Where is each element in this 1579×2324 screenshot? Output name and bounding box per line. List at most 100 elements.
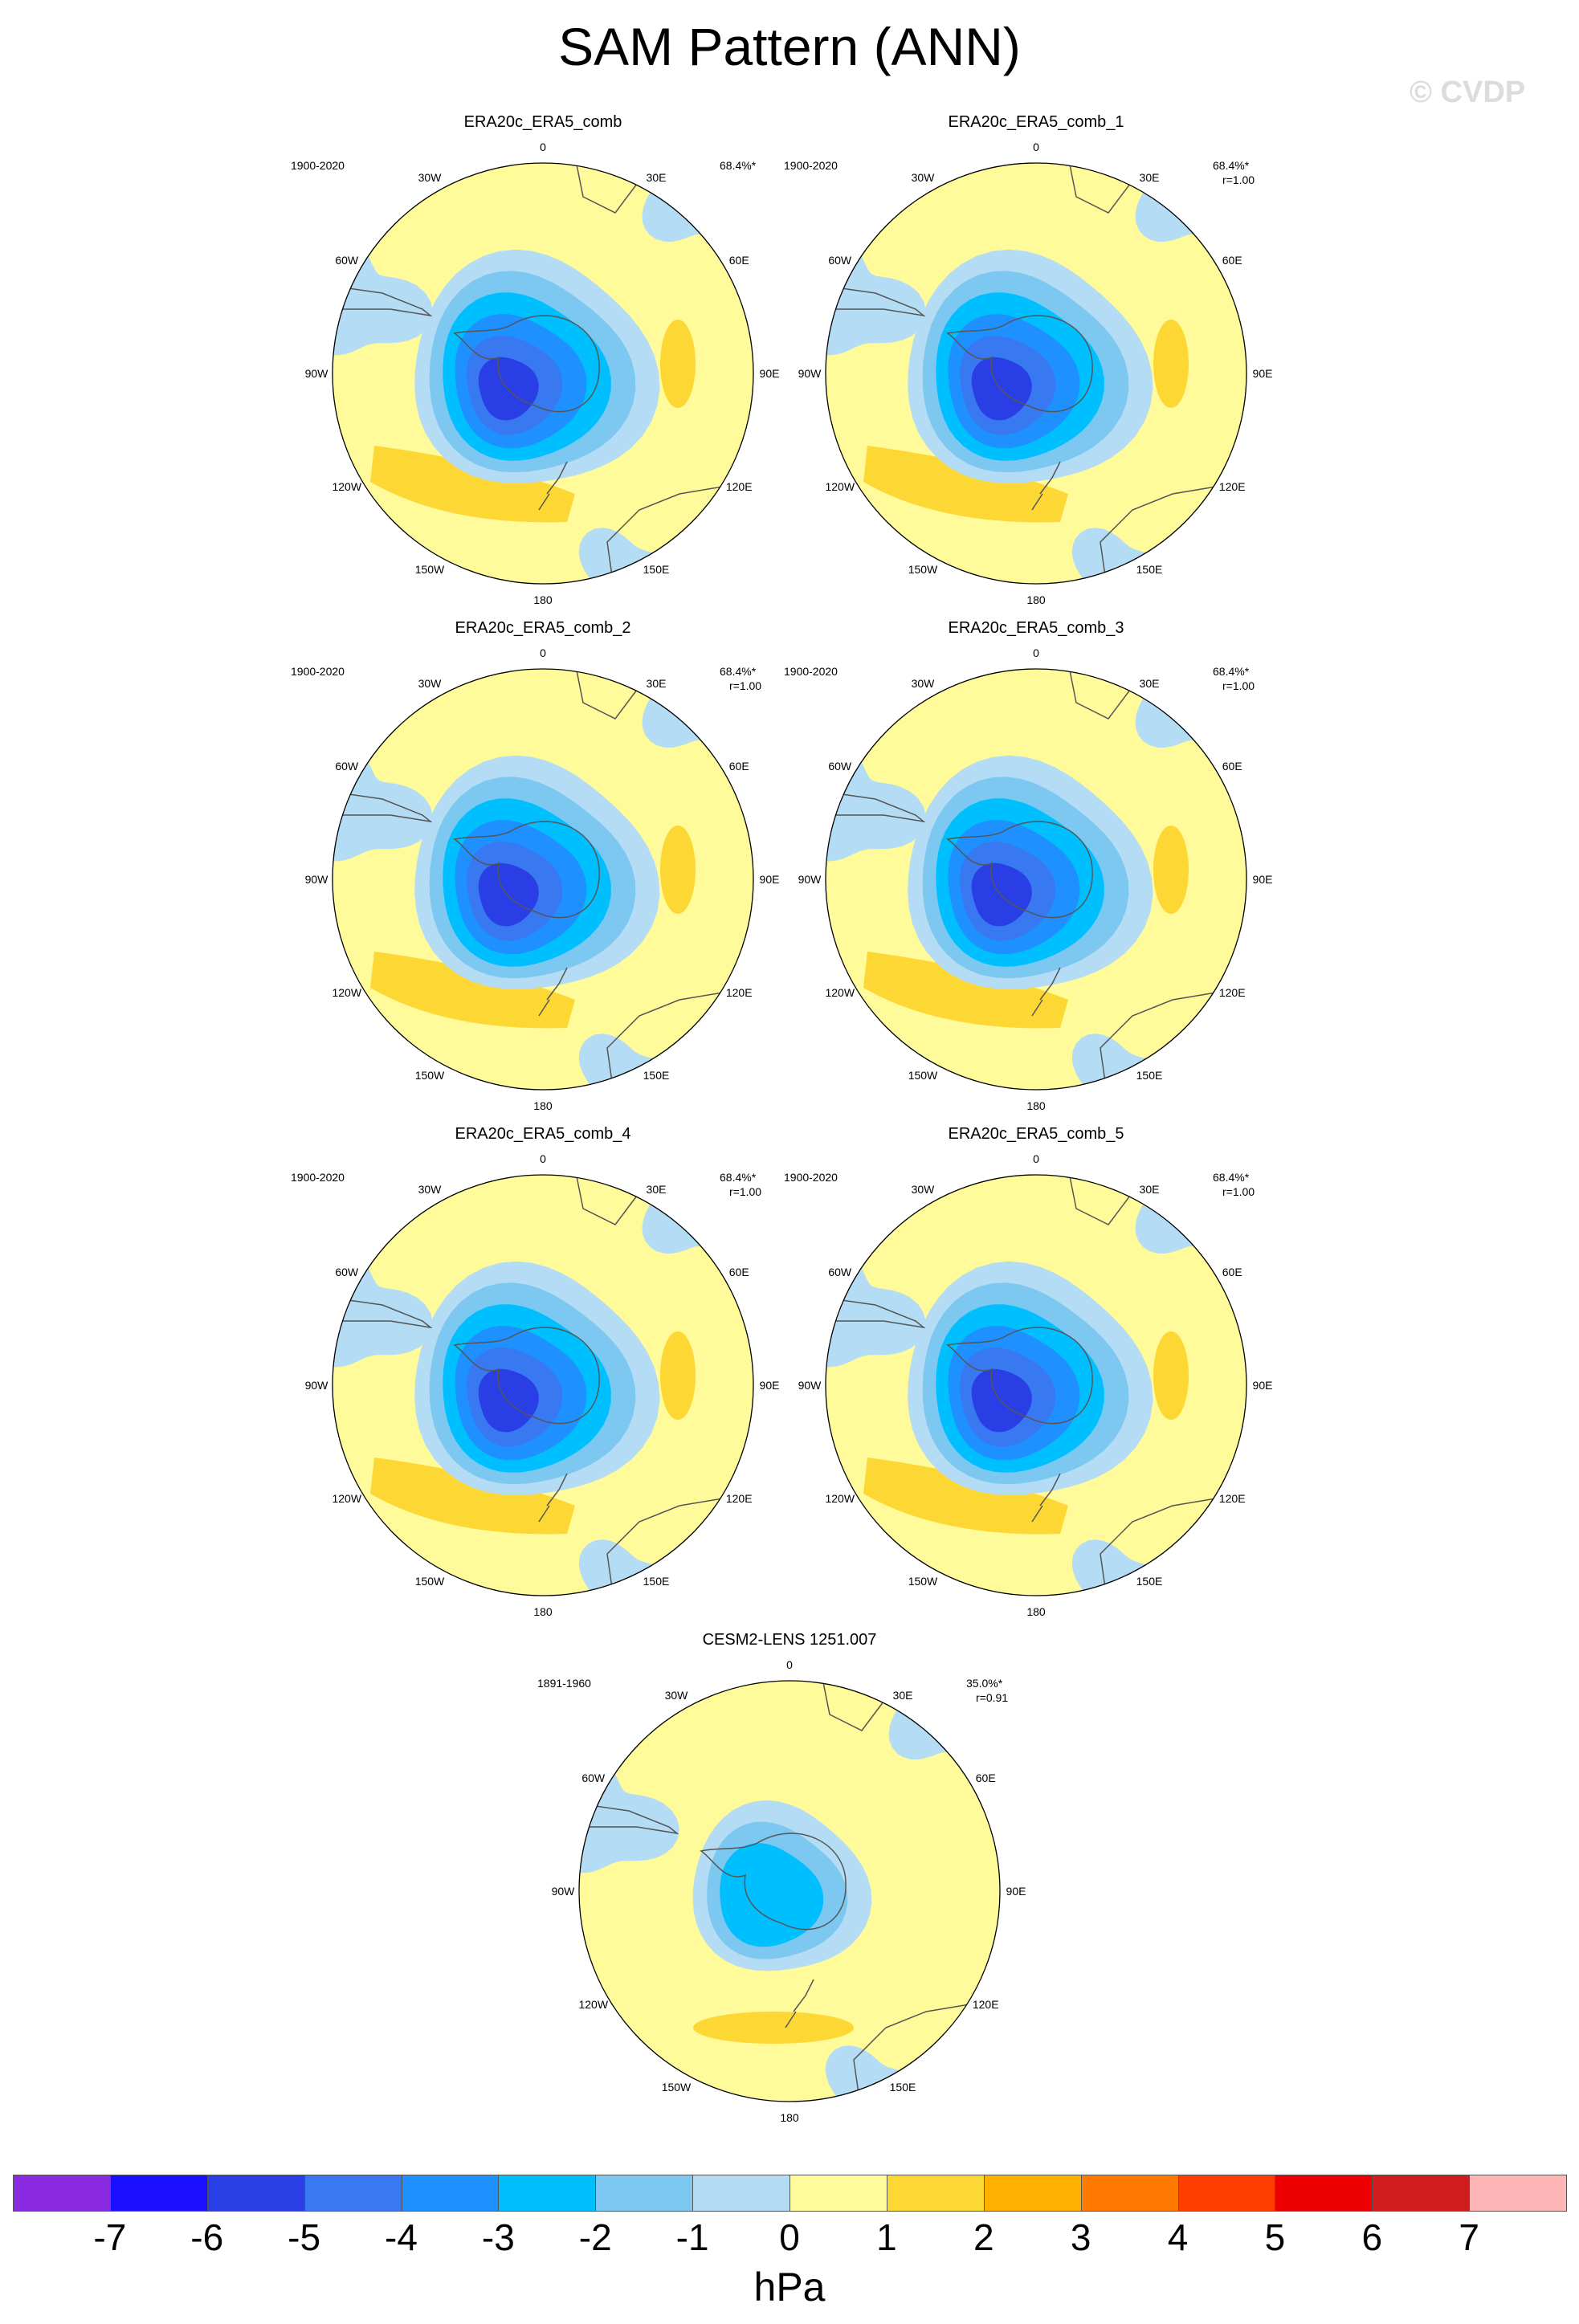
panel-title: ERA20c_ERA5_comb <box>463 113 622 131</box>
map-field <box>333 163 753 584</box>
polar-map <box>825 668 1247 1091</box>
colorbar-tick-label: 1 <box>876 2216 897 2258</box>
longitude-label: 30E <box>646 676 667 690</box>
colorbar-tick-label: -7 <box>93 2216 127 2258</box>
colorbar-tick-label: 0 <box>779 2216 800 2258</box>
longitude-label: 90E <box>1252 873 1273 886</box>
longitude-label: 30W <box>911 170 935 184</box>
colorbar-cell <box>595 2175 694 2212</box>
positive-anomaly <box>660 826 696 914</box>
positive-anomaly <box>863 446 1068 523</box>
longitude-label: 180 <box>1026 593 1046 606</box>
new-zealand-coastline <box>1031 461 1061 511</box>
map-panel: ERA20c_ERA5_comb_1 1900-2020 68.4%* r=1.00 0… <box>731 112 1341 606</box>
longitude-label: 0 <box>540 1152 546 1165</box>
longitude-label: 90W <box>304 873 328 886</box>
longitude-label: 180 <box>533 593 553 606</box>
longitude-label: 120W <box>332 480 362 493</box>
longitude-label: 120E <box>725 480 753 493</box>
south-america-coastline <box>826 284 926 317</box>
australia-coastline <box>853 2003 975 2102</box>
new-zealand-coastline <box>785 1979 814 2028</box>
longitude-label: 30W <box>418 170 442 184</box>
longitude-label: 0 <box>1033 141 1039 153</box>
longitude-label: 120E <box>1218 480 1246 493</box>
africa-coastline <box>1067 1175 1133 1225</box>
longitude-label: 150E <box>1136 1575 1163 1588</box>
positive-anomaly <box>863 1458 1068 1535</box>
panel-variance-explained: 68.4%* <box>1213 1171 1250 1184</box>
longitude-label: 180 <box>1026 1605 1046 1618</box>
longitude-label: 180 <box>780 2111 799 2124</box>
positive-anomaly <box>863 952 1068 1029</box>
longitude-label: 150E <box>1136 563 1163 577</box>
antarctica-coastline <box>946 1327 1093 1425</box>
longitude-label: 150W <box>414 1069 445 1082</box>
longitude-label: 60E <box>728 254 749 267</box>
africa-coastline <box>1067 669 1133 720</box>
colorbar-cell <box>790 2175 887 2212</box>
longitude-label: 60E <box>1222 760 1242 773</box>
positive-anomaly <box>370 952 575 1029</box>
longitude-label: 180 <box>533 1099 553 1112</box>
polar-map <box>825 162 1247 585</box>
south-america-coastline <box>333 284 433 317</box>
longitude-label: 120E <box>725 986 753 999</box>
colorbar-cell <box>983 2175 1082 2212</box>
polar-map <box>332 668 754 1091</box>
polar-map <box>332 1174 754 1596</box>
new-zealand-coastline <box>538 461 568 511</box>
longitude-label: 60W <box>828 1266 852 1278</box>
negative-anomaly-contour <box>971 1368 1032 1433</box>
map-border <box>578 1680 1001 2102</box>
longitude-label: 120W <box>578 1998 609 2011</box>
longitude-label: 0 <box>540 141 546 153</box>
longitude-label: 60W <box>828 254 852 267</box>
longitude-label: 30E <box>892 1688 913 1702</box>
map-field <box>826 163 1246 584</box>
panel-years: 1900-2020 <box>784 1171 838 1184</box>
colorbar-cell <box>498 2175 597 2212</box>
longitude-label: 30E <box>1139 1182 1160 1196</box>
panel-variance-explained: 68.4%* <box>720 665 757 678</box>
longitude-label: 150W <box>908 563 938 577</box>
longitude-label: 150E <box>889 2081 916 2094</box>
colorbar-tick-label: 3 <box>1070 2216 1091 2258</box>
colorbar-cell <box>1469 2175 1567 2212</box>
panel-correlation: r=1.00 <box>1222 173 1255 186</box>
longitude-label: 0 <box>540 646 546 659</box>
new-zealand-coastline <box>538 1473 568 1523</box>
panel-correlation: r=1.00 <box>729 679 762 692</box>
colorbar-cell <box>1372 2175 1471 2212</box>
ocean-patch <box>1135 669 1246 748</box>
longitude-label: 30W <box>911 676 935 690</box>
map-border <box>332 1174 754 1596</box>
panel-correlation: r=0.91 <box>976 1691 1009 1704</box>
africa-coastline <box>821 1681 887 1731</box>
positive-anomaly <box>1153 1331 1189 1420</box>
negative-anomaly-contour <box>478 1368 539 1433</box>
colorbar-cell <box>1177 2175 1276 2212</box>
south-america-coastline <box>826 790 926 823</box>
colorbar-units: hPa <box>753 2265 826 2310</box>
longitude-label: 90E <box>1006 1885 1026 1898</box>
longitude-label: 150W <box>908 1069 938 1082</box>
new-zealand-coastline <box>538 967 568 1017</box>
map-panel: CESM2-LENS 1251.007 1891-1960 35.0%* r=0.91… <box>484 1630 1095 2124</box>
longitude-label: 60W <box>828 760 852 773</box>
longitude-label: 120W <box>332 986 362 999</box>
longitude-label: 90W <box>304 1379 328 1392</box>
positive-anomaly <box>1153 826 1189 914</box>
negative-anomaly-contour <box>478 357 539 421</box>
panel-years: 1900-2020 <box>784 665 838 678</box>
longitude-label: 120W <box>825 480 855 493</box>
antarctica-coastline <box>453 1327 600 1425</box>
panel-title: ERA20c_ERA5_comb_2 <box>455 619 631 637</box>
panel-correlation: r=1.00 <box>729 1185 762 1198</box>
positive-anomaly <box>370 1458 575 1535</box>
longitude-label: 0 <box>786 1658 793 1671</box>
longitude-label: 30E <box>646 1182 667 1196</box>
longitude-label: 60W <box>335 760 359 773</box>
longitude-label: 90E <box>759 873 780 886</box>
longitude-label: 60E <box>728 1266 749 1278</box>
